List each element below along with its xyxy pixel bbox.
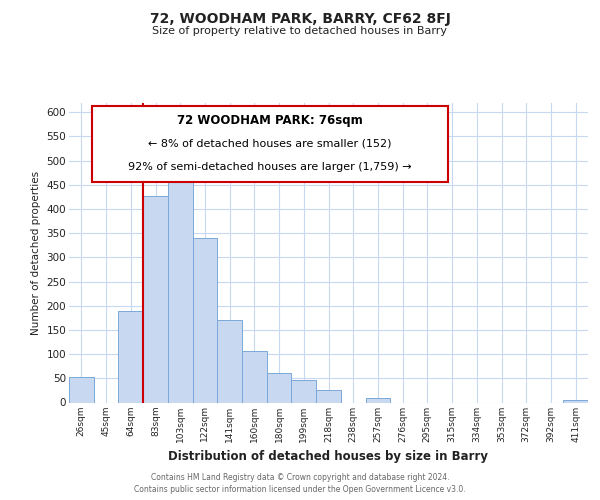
Bar [365,398,390,402]
Text: Size of property relative to detached houses in Barry: Size of property relative to detached ho… [152,26,448,36]
Bar [316,390,341,402]
Text: 72 WOODHAM PARK: 76sqm: 72 WOODHAM PARK: 76sqm [177,114,363,128]
Text: ← 8% of detached houses are smaller (152): ← 8% of detached houses are smaller (152… [148,139,392,149]
Bar [217,320,242,402]
Bar [267,372,292,402]
Bar [193,238,217,402]
Text: 92% of semi-detached houses are larger (1,759) →: 92% of semi-detached houses are larger (… [128,162,412,172]
X-axis label: Distribution of detached houses by size in Barry: Distribution of detached houses by size … [169,450,488,463]
Y-axis label: Number of detached properties: Number of detached properties [31,170,41,334]
Bar [69,378,94,402]
Bar [563,400,588,402]
Bar [292,380,316,402]
FancyBboxPatch shape [92,106,448,182]
Bar [118,310,143,402]
Text: 72, WOODHAM PARK, BARRY, CF62 8FJ: 72, WOODHAM PARK, BARRY, CF62 8FJ [149,12,451,26]
Bar [168,174,193,402]
Bar [143,196,168,402]
Text: Contains HM Land Registry data © Crown copyright and database right 2024.
Contai: Contains HM Land Registry data © Crown c… [134,472,466,494]
Bar [242,350,267,403]
